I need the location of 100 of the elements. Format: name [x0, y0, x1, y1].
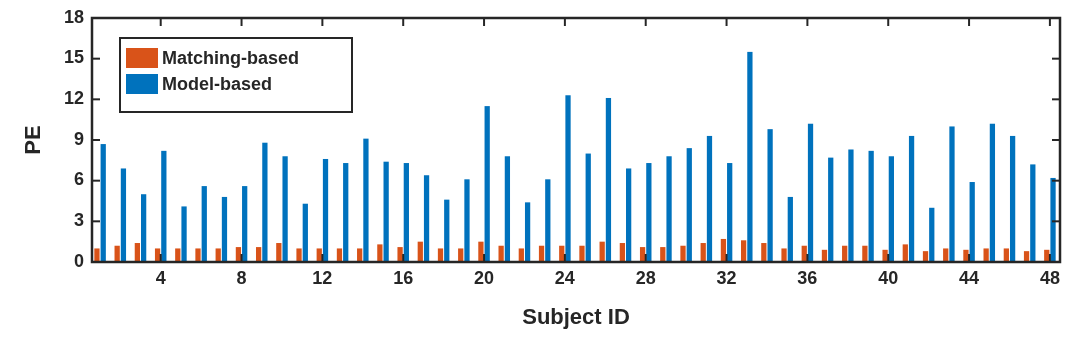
bar	[141, 194, 147, 262]
x-tick-label: 20	[474, 268, 495, 288]
bar	[666, 156, 672, 262]
bar	[680, 245, 686, 262]
bar	[943, 248, 949, 262]
bar	[747, 51, 753, 262]
x-tick-label: 4	[155, 268, 166, 288]
bar	[619, 243, 626, 262]
bar	[646, 163, 652, 262]
bar	[1003, 248, 1009, 262]
bar	[242, 186, 248, 262]
y-tick-label: 18	[63, 6, 84, 27]
bar	[262, 142, 268, 262]
y-tick-label: 3	[73, 210, 84, 231]
bar	[605, 97, 612, 262]
bar	[343, 163, 349, 262]
bar	[902, 244, 908, 262]
x-tick-label: 8	[236, 268, 247, 288]
bar	[235, 247, 242, 262]
bar	[969, 182, 975, 262]
bar	[767, 129, 773, 262]
bar	[282, 156, 288, 262]
x-tick-label: 12	[312, 268, 333, 288]
bar	[302, 203, 308, 262]
x-tick-label: 36	[797, 268, 818, 288]
bar	[423, 175, 430, 262]
legend-label: Model-based	[162, 73, 273, 94]
bar	[1030, 164, 1036, 262]
bar	[403, 163, 409, 262]
bar	[120, 168, 127, 262]
x-tick-label: 16	[393, 268, 414, 288]
bar	[458, 248, 464, 262]
bar	[134, 243, 140, 262]
bar	[908, 135, 915, 262]
bar	[464, 179, 470, 262]
bar	[195, 248, 201, 262]
bar	[565, 95, 571, 262]
bar	[949, 126, 955, 262]
bar	[700, 243, 706, 262]
bar	[888, 156, 894, 262]
bar	[518, 248, 524, 262]
y-axis-title: PE	[20, 125, 45, 155]
bar	[322, 158, 329, 262]
bar	[868, 150, 874, 262]
bar	[848, 149, 854, 262]
bar	[444, 199, 450, 262]
bar	[215, 248, 221, 262]
bar	[221, 196, 228, 262]
bar	[585, 153, 591, 262]
bar	[983, 248, 989, 262]
bar	[154, 248, 161, 262]
bar	[626, 168, 632, 262]
bar	[862, 245, 868, 262]
x-tick-label: 28	[635, 268, 656, 288]
bar	[761, 243, 767, 262]
bar	[828, 157, 834, 262]
bar	[181, 206, 187, 262]
y-tick-label: 15	[63, 47, 84, 68]
x-tick-label: 44	[959, 268, 980, 288]
y-tick-label: 6	[73, 169, 84, 190]
x-tick-label: 40	[878, 268, 899, 288]
bar	[437, 248, 444, 262]
bar	[276, 243, 282, 262]
bar	[397, 247, 403, 262]
bar	[929, 207, 935, 262]
legend-label: Matching-based	[162, 47, 300, 68]
bar	[1050, 177, 1056, 262]
bar	[660, 247, 666, 262]
bar	[787, 196, 793, 262]
bar	[963, 249, 969, 262]
y-tick-label: 9	[73, 128, 84, 149]
bar	[478, 241, 484, 262]
bar	[94, 248, 100, 262]
bar	[781, 248, 787, 262]
bar	[639, 247, 646, 262]
bar	[175, 248, 181, 262]
bar	[807, 123, 814, 262]
bar	[741, 240, 747, 262]
bar	[161, 150, 167, 262]
bar	[882, 249, 888, 262]
bar	[720, 238, 727, 262]
bar	[545, 179, 551, 262]
bar	[484, 106, 490, 262]
bar	[100, 144, 106, 262]
bar	[686, 148, 692, 262]
x-tick-label: 24	[554, 268, 575, 288]
bar	[1009, 135, 1016, 262]
bar	[706, 135, 713, 262]
y-tick-label: 12	[63, 88, 84, 109]
bar	[377, 244, 383, 262]
bar	[201, 186, 207, 262]
bar	[524, 202, 531, 262]
bar	[989, 123, 996, 262]
bar	[296, 248, 302, 262]
x-axis-title: Subject ID	[522, 304, 630, 329]
bar	[579, 245, 585, 262]
y-tick-label: 0	[73, 250, 84, 271]
x-tick-label: 48	[1039, 268, 1060, 288]
bar	[357, 248, 363, 262]
bar	[504, 156, 511, 262]
